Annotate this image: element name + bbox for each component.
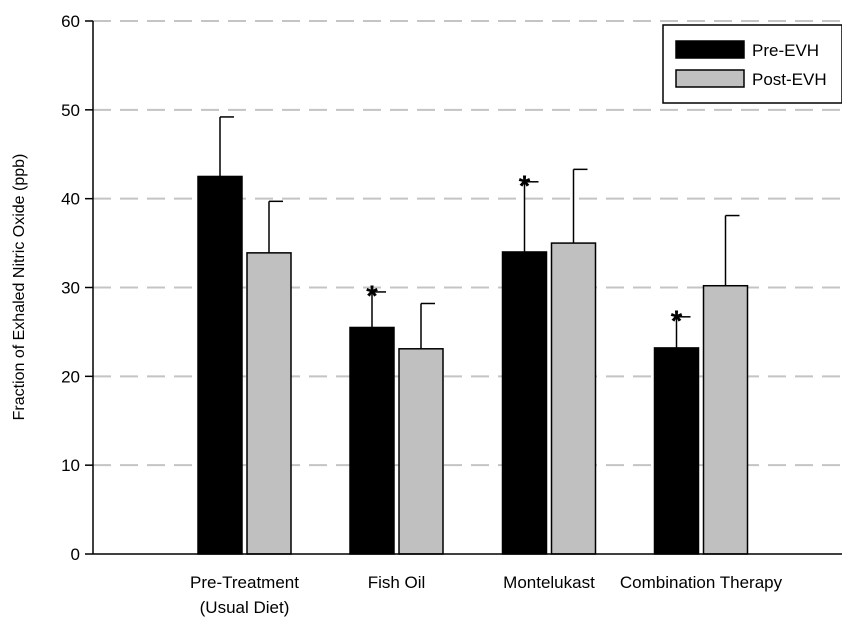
y-tick-label: 10 (61, 456, 80, 475)
legend-swatch (676, 70, 744, 87)
x-category-label: Pre-Treatment (Usual Diet) (190, 573, 299, 617)
y-tick-label: 50 (61, 101, 80, 120)
bar-pre-evh-3 (655, 348, 699, 554)
y-tick-label: 20 (61, 367, 80, 386)
x-category-label: Montelukast (503, 573, 595, 592)
y-ticks: 0 10 20 30 40 50 60 (61, 12, 93, 564)
error-bars (220, 117, 740, 349)
significance-marker: * (519, 170, 531, 203)
bar-pre-evh-0 (198, 176, 242, 554)
legend-swatch (676, 41, 744, 58)
bar-pre-evh-1 (350, 327, 394, 554)
legend: Pre-EVH Post-EVH (663, 25, 842, 103)
legend-label: Post-EVH (752, 70, 827, 89)
x-category-line: Pre-Treatment (190, 573, 299, 592)
x-category-label: Combination Therapy (620, 573, 783, 592)
y-tick-label: 60 (61, 12, 80, 31)
bar-post-evh-0 (247, 253, 291, 554)
bar-post-evh-1 (399, 349, 443, 554)
significance-marker: * (366, 280, 378, 313)
y-tick-label: 0 (71, 545, 80, 564)
bar-post-evh-2 (552, 243, 596, 554)
x-category-line: Combination Therapy (620, 573, 783, 592)
bar-pre-evh-2 (503, 252, 547, 554)
y-axis-label: Fraction of Exhaled Nitric Oxide (ppb) (11, 154, 28, 421)
bar-post-evh-3 (704, 286, 748, 554)
x-category-line: Fish Oil (368, 573, 426, 592)
x-categories: Pre-Treatment (Usual Diet) Fish Oil Montelu… (190, 573, 783, 617)
x-category-line: Montelukast (503, 573, 595, 592)
bars (198, 176, 748, 554)
x-category-label: Fish Oil (368, 573, 426, 592)
x-category-line: (Usual Diet) (200, 598, 290, 617)
y-tick-label: 30 (61, 279, 80, 298)
significance-marker: * (671, 305, 683, 338)
legend-label: Pre-EVH (752, 41, 819, 60)
y-tick-label: 40 (61, 190, 80, 209)
legend-box (663, 25, 842, 103)
